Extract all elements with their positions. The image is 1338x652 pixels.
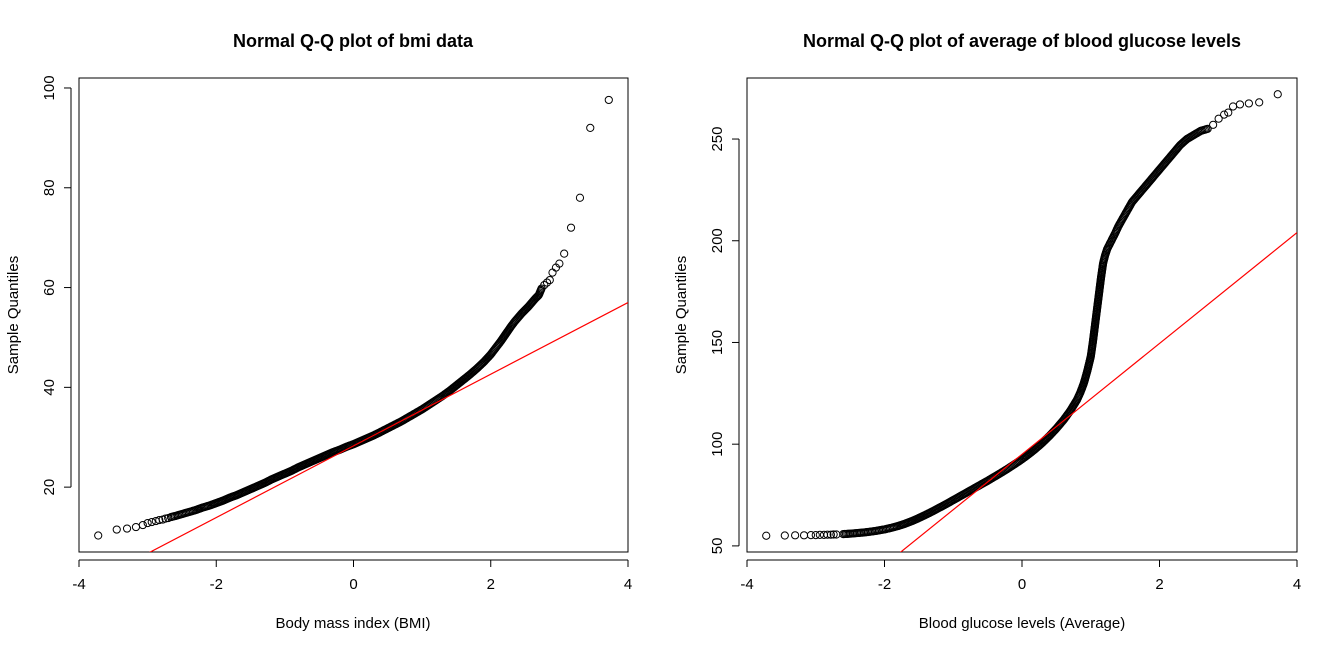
glucose-data-point [811, 531, 820, 540]
bmi-x-tick-label: 2 [487, 576, 495, 593]
glucose-qq-panel: Normal Q-Q plot of average of blood gluc… [673, 31, 1301, 632]
bmi-data-point [155, 515, 164, 525]
bmi-x-tick-label: 0 [349, 576, 357, 593]
bmi-x-tick-label: -2 [210, 576, 223, 593]
bmi-y-tick-label: 60 [41, 279, 58, 296]
glucose-y-axis-label: Sample Quantiles [673, 256, 690, 374]
bmi-data-point [122, 524, 132, 533]
glucose-data-point [1214, 114, 1223, 123]
bmi-reference-line [149, 301, 628, 552]
glucose-points [762, 90, 1282, 540]
glucose-x-tick-label: 4 [1293, 576, 1301, 593]
glucose-data-point [791, 531, 800, 540]
bmi-data-point [555, 259, 564, 268]
bmi-y-tick-label: 80 [41, 179, 58, 196]
glucose-x-axis-label: Blood glucose levels (Average) [919, 615, 1126, 632]
glucose-y-tick-label: 200 [709, 228, 726, 253]
bmi-data-point [604, 95, 613, 105]
glucose-data-point [1244, 99, 1253, 108]
glucose-data-point [1220, 110, 1229, 119]
bmi-points [94, 95, 613, 540]
bmi-data-point [566, 223, 576, 232]
glucose-reference-line [899, 232, 1297, 552]
glucose-y-tick-label: 100 [709, 432, 726, 457]
bmi-qq-title: Normal Q-Q plot of bmi data [233, 31, 474, 51]
bmi-data-point [147, 517, 156, 527]
bmi-x-tick-label: 4 [624, 576, 632, 593]
bmi-data-point [131, 522, 141, 532]
bmi-y-tick-label: 20 [41, 479, 58, 496]
glucose-data-point [823, 530, 832, 539]
glucose-x-tick-label: 0 [1018, 576, 1026, 593]
glucose-data-point [1228, 102, 1238, 111]
bmi-y-tick-label: 40 [41, 379, 58, 396]
bmi-x-tick-label: -4 [72, 576, 85, 593]
glucose-data-point [829, 530, 838, 539]
glucose-data-point [799, 531, 809, 540]
glucose-data-point [1203, 124, 1212, 133]
glucose-y-tick-label: 150 [709, 330, 726, 355]
glucose-data-point [1235, 100, 1245, 109]
bmi-x-axis-label: Body mass index (BMI) [275, 615, 430, 632]
glucose-y-axis: 50 100 150 200 250 [709, 127, 740, 555]
glucose-data-point [826, 530, 835, 539]
bmi-plot-frame [78, 77, 629, 553]
bmi-data-point [112, 525, 121, 534]
bmi-data-point [575, 193, 585, 202]
glucose-y-tick-label: 50 [709, 538, 726, 555]
glucose-data-point [1224, 108, 1233, 117]
bmi-data-point [548, 268, 557, 277]
bmi-data-point [545, 275, 554, 285]
glucose-data-point [806, 531, 816, 540]
glucose-data-point [815, 530, 824, 540]
glucose-data-point [762, 531, 771, 540]
bmi-x-axis: -4 -2 0 2 4 [72, 559, 632, 593]
glucose-data-point [780, 531, 789, 540]
glucose-data-point [1255, 98, 1264, 107]
glucose-qq-title: Normal Q-Q plot of average of blood gluc… [803, 31, 1241, 51]
bmi-data-point [138, 520, 147, 530]
bmi-y-axis-label: Sample Quantiles [5, 256, 22, 374]
glucose-x-tick-label: 2 [1155, 576, 1163, 593]
bmi-y-axis: 20 40 60 80 100 [41, 75, 72, 496]
glucose-x-axis: -4 -2 0 2 4 [740, 559, 1301, 593]
glucose-y-tick-label: 250 [709, 127, 726, 152]
bmi-data-point [586, 123, 595, 132]
bmi-data-point [94, 531, 103, 540]
glucose-plot-frame [746, 77, 1298, 553]
bmi-data-point [542, 278, 552, 287]
glucose-data-point [1209, 120, 1218, 129]
bmi-data-point [143, 518, 152, 528]
glucose-data-point [1273, 90, 1282, 99]
glucose-x-tick-label: -4 [740, 576, 753, 593]
bmi-data-point [560, 249, 569, 258]
bmi-y-tick-label: 100 [41, 75, 58, 100]
bmi-data-point [540, 280, 549, 290]
glucose-x-tick-label: -2 [878, 576, 891, 593]
bmi-qq-panel: Normal Q-Q plot of bmi data -4 -2 0 2 4 20 40… [5, 31, 632, 632]
